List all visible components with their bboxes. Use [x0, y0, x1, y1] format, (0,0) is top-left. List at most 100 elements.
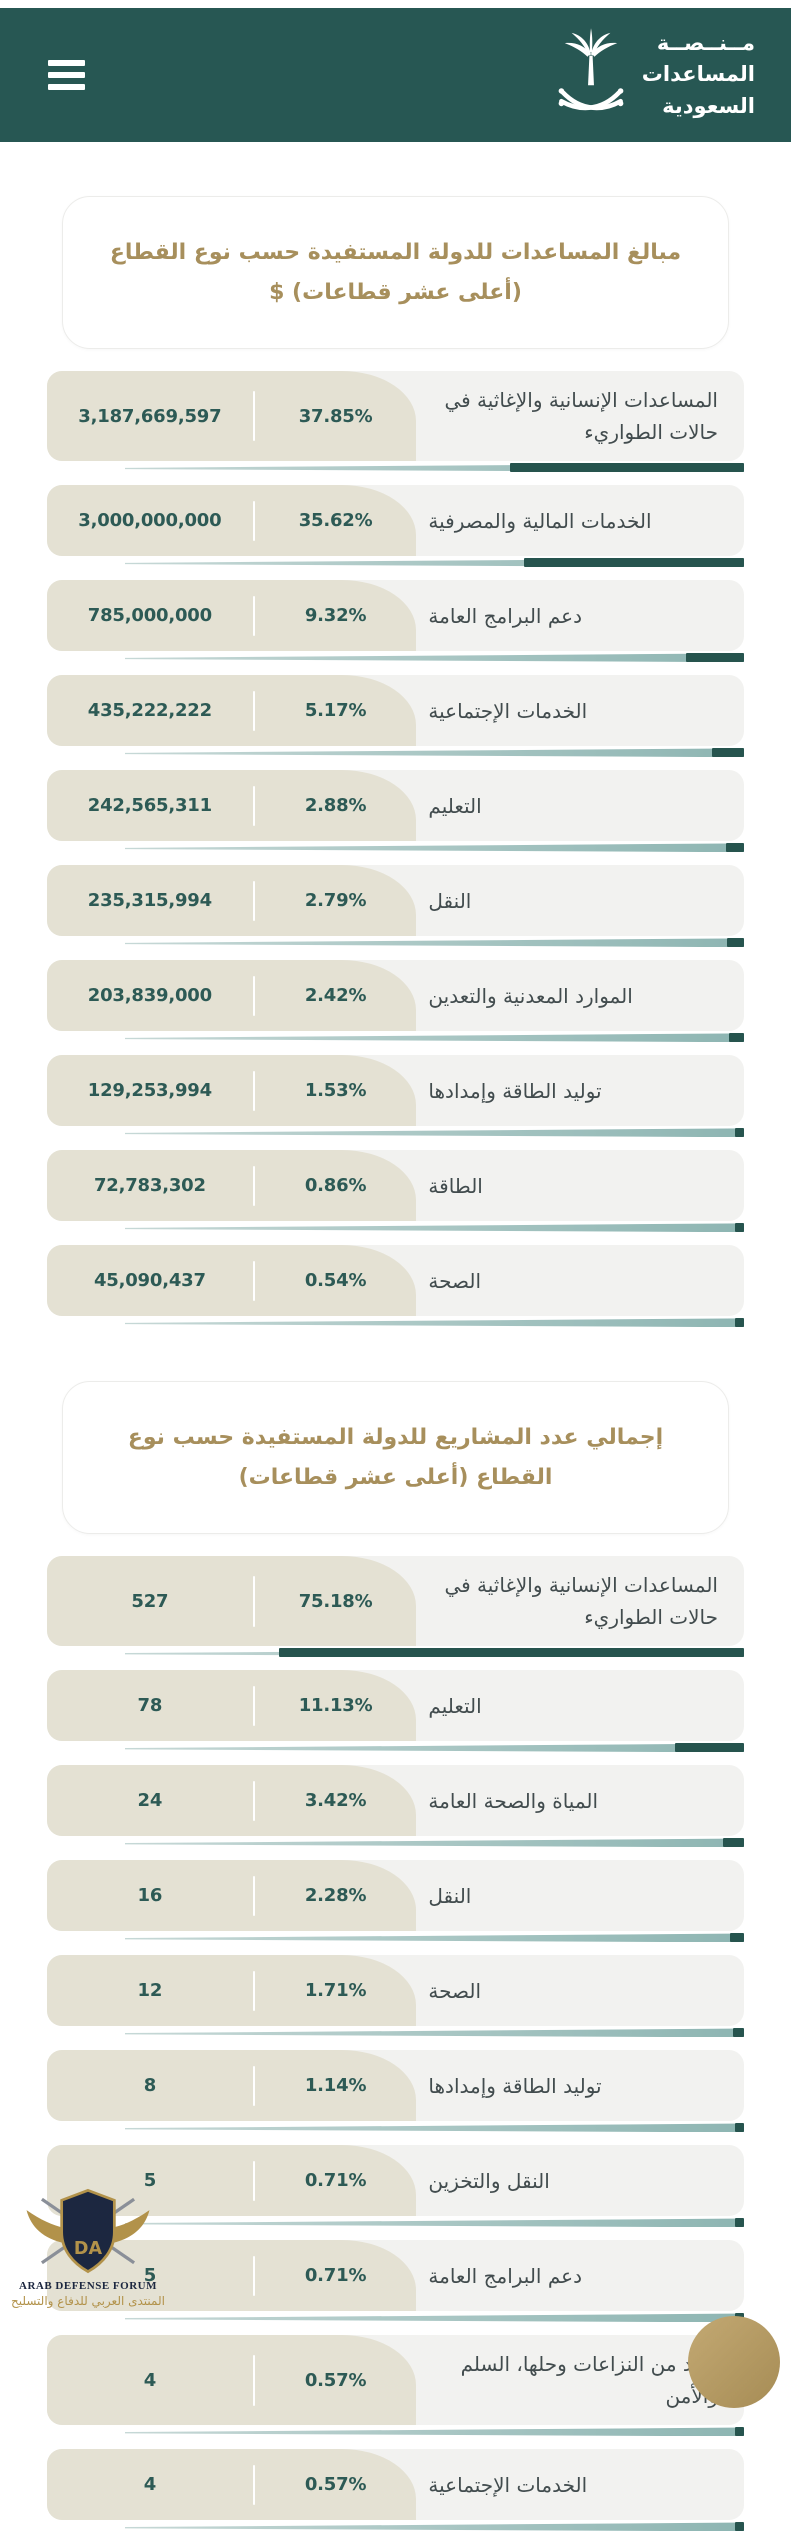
value-divider: [252, 2161, 255, 2201]
sector-amount: 435,222,222: [87, 700, 212, 722]
sector-label: النقل: [428, 1883, 472, 1908]
sector-pill: 435,222,222 5.17% الخدمات الإجتماعية: [47, 675, 744, 747]
sector-row: 435,222,222 5.17% الخدمات الإجتماعية: [47, 675, 744, 758]
progress-track: [125, 653, 744, 663]
sector-pill: 235,315,994 2.79% النقل: [47, 865, 744, 937]
sector-label: النقل والتخزين: [428, 2168, 550, 2193]
sector-row: 203,839,000 2.42% الموارد المعدنية والتع…: [47, 960, 744, 1043]
sector-count-cell: 8: [47, 2050, 253, 2121]
sector-amount-cell: 785,000,000: [47, 580, 253, 651]
progress-base: [125, 558, 744, 568]
sector-percent: 0.71%: [304, 2170, 367, 2192]
saudi-palm-swords-emblem-icon: [558, 28, 624, 111]
sector-row: 4 0.57% الخدمات الإجتماعية: [47, 2449, 744, 2531]
sector-count: 24: [137, 1790, 163, 1812]
aid-amounts-title: مبالغ المساعدات للدولة المستفيدة حسب نوع…: [109, 240, 682, 305]
sector-percent: 0.57%: [304, 2474, 367, 2496]
progress-fill: [712, 748, 744, 758]
sector-percent: 2.28%: [304, 1885, 367, 1907]
value-divider: [252, 785, 255, 826]
sector-percent: 9.32%: [304, 605, 367, 627]
sector-label: المساعدات الإنسانية والإغاثية في حالات ا…: [444, 388, 718, 445]
sector-count: 78: [137, 1695, 163, 1717]
sector-label: الصحة: [428, 1978, 482, 2003]
sector-values: 45,090,437 0.54%: [47, 1245, 417, 1317]
app-header: مــنــصــة المساعدات السعودية: [0, 8, 791, 142]
sector-row: 45,090,437 0.54% الصحة: [47, 1245, 744, 1328]
sector-values: 24 3.42%: [47, 1765, 417, 1837]
value-divider: [252, 500, 255, 541]
aid-amounts-title-card: مبالغ المساعدات للدولة المستفيدة حسب نوع…: [62, 196, 729, 350]
progress-base: [125, 2123, 744, 2133]
progress-track: [125, 1223, 744, 1233]
progress-base: [125, 1223, 744, 1233]
progress-fill: [722, 1838, 744, 1848]
sector-values: 16 2.28%: [47, 1860, 417, 1932]
progress-base: [125, 1743, 744, 1753]
progress-track: [125, 463, 744, 473]
sector-values: 3,187,669,597 37.85%: [47, 371, 417, 462]
platform-name: مــنــصــة المساعدات السعودية: [642, 28, 755, 123]
project-counts-title: إجمالي عدد المشاريع للدولة المستفيدة حسب…: [127, 1425, 664, 1490]
sector-label: الخدمات المالية والمصرفية: [428, 508, 652, 533]
sector-row: 78 11.13% التعليم: [47, 1670, 744, 1753]
sector-row: 24 3.42% المياة والصحة العامة: [47, 1765, 744, 1848]
value-divider: [252, 1781, 255, 1821]
platform-logo: مــنــصــة المساعدات السعودية: [554, 26, 755, 124]
sector-label: الخدمات الإجتماعية: [428, 698, 588, 723]
sector-label: الموارد المعدنية والتعدين: [428, 983, 633, 1008]
sector-values: 242,565,311 2.88%: [47, 770, 417, 842]
sector-percent-cell: 35.62%: [255, 485, 417, 556]
progress-base: [125, 1838, 744, 1848]
sector-amount-cell: 235,315,994: [47, 865, 253, 936]
sector-count-cell: 527: [47, 1556, 253, 1646]
progress-track: [125, 558, 744, 568]
progress-base: [125, 1933, 744, 1943]
sector-amount: 203,839,000: [87, 985, 212, 1007]
progress-base: [125, 938, 744, 948]
value-divider: [252, 1876, 255, 1916]
project-counts-title-card: إجمالي عدد المشاريع للدولة المستفيدة حسب…: [62, 1381, 729, 1535]
progress-fill: [735, 2522, 744, 2531]
sector-percent-cell: 2.88%: [255, 770, 417, 841]
sector-pill: 527 75.18% المساعدات الإنسانية والإغاثية…: [47, 1556, 744, 1647]
sector-count: 5: [143, 2265, 157, 2287]
progress-track: [125, 1033, 744, 1043]
sector-amount: 785,000,000: [87, 605, 212, 627]
hamburger-icon: [48, 84, 85, 90]
sector-count: 16: [137, 1885, 163, 1907]
sector-pill: 3,000,000,000 35.62% الخدمات المالية وال…: [47, 485, 744, 557]
sector-percent: 2.88%: [304, 795, 367, 817]
sector-label: توليد الطاقة وإمدادها: [428, 1078, 602, 1103]
sector-pill: 5 0.71% النقل والتخزين: [47, 2145, 744, 2217]
progress-track: [125, 2313, 744, 2323]
sector-amount-cell: 45,090,437: [47, 1245, 253, 1316]
sector-row: 12 1.71% الصحة: [47, 1955, 744, 2038]
sector-values: 203,839,000 2.42%: [47, 960, 417, 1032]
sector-values: 12 1.71%: [47, 1955, 417, 2027]
sector-percent: 1.71%: [304, 1980, 367, 2002]
sector-row: 242,565,311 2.88% التعليم: [47, 770, 744, 853]
sector-percent: 2.79%: [304, 890, 367, 912]
sector-values: 5 0.71%: [47, 2145, 417, 2217]
progress-track: [125, 938, 744, 948]
sector-count-cell: 4: [47, 2335, 253, 2425]
sector-row: 5 0.71% دعم البرامج العامة: [47, 2240, 744, 2323]
scroll-top-button[interactable]: [688, 2316, 780, 2408]
sector-amount-cell: 242,565,311: [47, 770, 253, 841]
sector-row: 5 0.71% النقل والتخزين: [47, 2145, 744, 2228]
progress-fill: [735, 1318, 744, 1328]
progress-base: [125, 2427, 744, 2437]
value-divider: [252, 595, 255, 636]
sector-count-cell: 5: [47, 2240, 253, 2311]
progress-fill: [278, 1648, 744, 1658]
sector-amount: 3,000,000,000: [78, 510, 222, 532]
value-divider: [252, 1971, 255, 2011]
sector-amount: 129,253,994: [87, 1080, 212, 1102]
progress-track: [125, 748, 744, 758]
menu-button[interactable]: [44, 56, 89, 94]
sector-label: النقل: [428, 888, 472, 913]
sector-percent: 1.14%: [304, 2075, 367, 2097]
sector-percent: 75.18%: [298, 1590, 373, 1612]
sector-amount-cell: 3,000,000,000: [47, 485, 253, 556]
